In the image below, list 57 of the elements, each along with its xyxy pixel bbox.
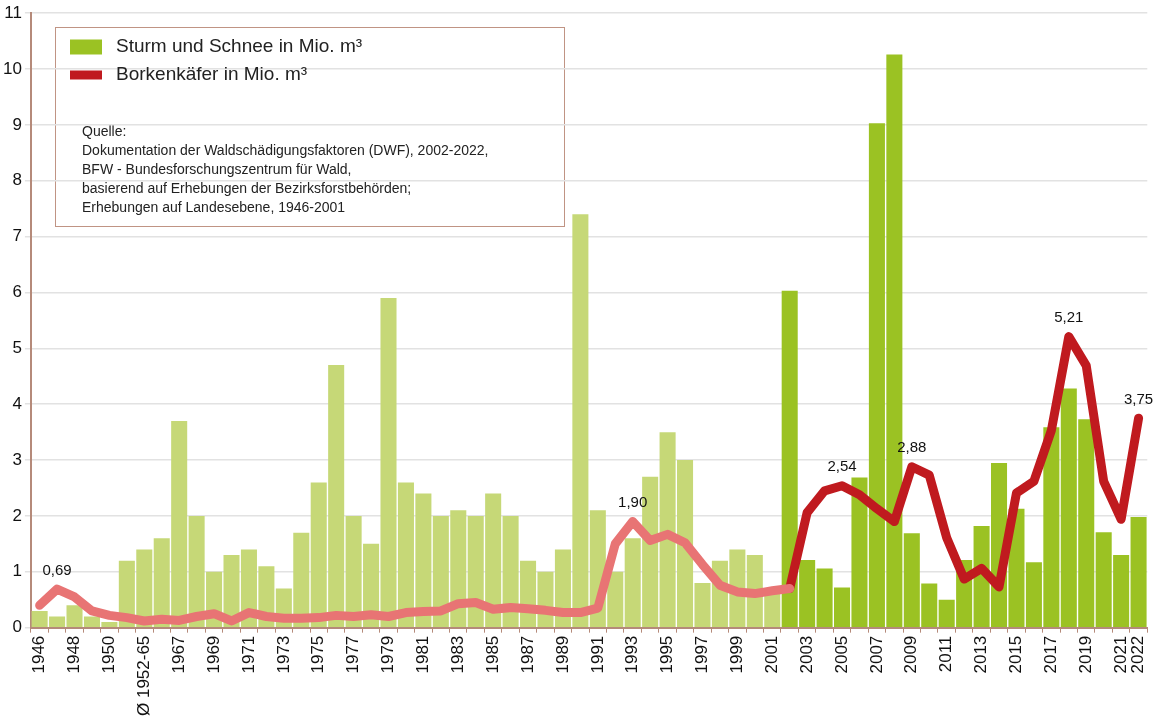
y-tick-label: 3 — [12, 449, 22, 469]
x-tick-label: 1969 — [203, 635, 223, 674]
x-tick-label: 1997 — [692, 635, 712, 674]
x-tick-label: 2017 — [1041, 635, 1061, 674]
y-tick-label: 9 — [12, 114, 22, 134]
data-label: 5,21 — [1054, 308, 1084, 326]
x-tick-label: 1999 — [727, 635, 747, 674]
x-tick-label: 1993 — [622, 635, 642, 674]
y-tick-label: 7 — [12, 226, 22, 246]
x-tick-label: 1985 — [482, 635, 502, 674]
y-tick-label: 4 — [12, 393, 22, 413]
x-tick-label: 1948 — [64, 635, 84, 674]
annotation: Erhebungen auf Landesebene, 1946-2001 — [82, 198, 347, 217]
annotation: BFW - Bundesforschungszentrum für Wald, — [82, 160, 353, 179]
x-tick-label: 1983 — [447, 635, 467, 674]
data-label: 3,75 — [1123, 389, 1154, 407]
y-tick-label: 8 — [12, 170, 22, 190]
x-tick-label: 1971 — [238, 635, 258, 674]
x-tick-label: 2019 — [1075, 635, 1095, 674]
y-tick-label: 0 — [12, 617, 22, 637]
x-tick-label: 1979 — [378, 635, 398, 674]
bar — [1130, 517, 1147, 627]
legend-label: Sturm und Schnee in Mio. m³ — [116, 35, 363, 57]
annotation: Quelle: — [82, 122, 128, 141]
x-tick-label: 1987 — [517, 635, 537, 674]
x-tick-label: 1950 — [99, 635, 119, 674]
y-tick-label: 10 — [2, 58, 22, 78]
x-tick-label: 1946 — [29, 635, 49, 674]
x-tick-label: Ø 1952-65 — [133, 635, 153, 717]
y-tick-label: 5 — [12, 338, 22, 358]
x-tick-label: 1995 — [657, 635, 677, 674]
x-tick-label: 2009 — [901, 635, 921, 674]
x-tick-label: 1989 — [552, 635, 572, 674]
legend-label: Borkenkäfer in Mio. m³ — [116, 63, 308, 85]
y-tick-label: 2 — [12, 505, 22, 525]
x-tick-label: 2001 — [761, 635, 781, 674]
annotation: basierend auf Erhebungen der Bezirksforstbehörden; — [82, 179, 413, 198]
y-tick-label: 6 — [12, 282, 22, 302]
x-tick-label: 2015 — [1006, 635, 1026, 674]
x-tick-label: 2005 — [831, 635, 851, 674]
x-tick-label: 1975 — [308, 635, 328, 674]
x-tick-label: 2007 — [866, 635, 886, 674]
annotation: Dokumentation der Waldschädigungsfaktoren (DWF), 2002-2022, — [82, 141, 490, 160]
x-tick-label: 2011 — [936, 635, 956, 673]
data-label: 0,69 — [42, 560, 72, 578]
x-tick-label: 2021 — [1110, 635, 1130, 674]
y-tick-label: 1 — [12, 561, 22, 581]
x-tick-label: 1967 — [168, 635, 188, 674]
x-tick-label: 1981 — [413, 635, 433, 674]
y-tick-label: 11 — [4, 2, 22, 22]
x-tick-label: 2013 — [971, 635, 991, 674]
x-tick-label: 1973 — [273, 635, 293, 674]
x-tick-label: 2003 — [796, 635, 816, 674]
x-tick-label: 1977 — [343, 635, 363, 674]
x-tick-label: 1991 — [587, 635, 607, 674]
data-label: 2,54 — [827, 457, 857, 475]
x-tick-label: 2022 — [1128, 635, 1148, 674]
